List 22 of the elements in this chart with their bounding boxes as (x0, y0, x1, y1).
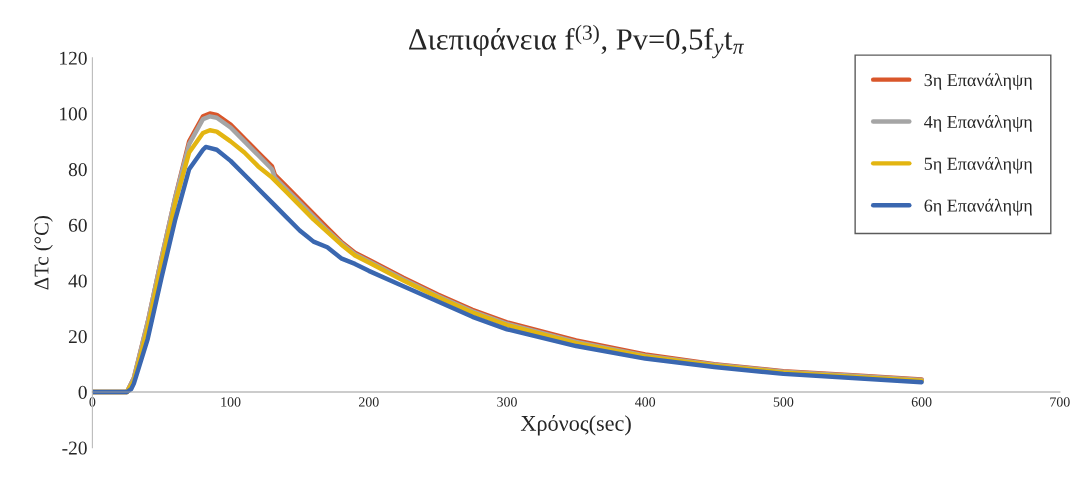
x-axis-title: Χρόνος(sec) (520, 414, 631, 436)
x-tick-label: 500 (773, 397, 794, 407)
y-tick-label: 20 (68, 330, 87, 344)
legend-label: 4η Επανάληψη (924, 115, 1032, 132)
x-tick-label: 600 (911, 397, 932, 407)
legend-label: 3η Επανάληψη (924, 73, 1032, 90)
legend-label: 5η Επανάληψη (924, 156, 1032, 174)
y-tick-label: -20 (62, 441, 87, 455)
x-tick-label: 700 (1050, 397, 1070, 407)
y-tick-label: 80 (68, 163, 87, 177)
y-tick-label: 100 (60, 107, 87, 121)
x-tick-label: 100 (221, 397, 241, 407)
y-tick-label: 120 (60, 51, 87, 65)
x-tick-label: 200 (359, 397, 379, 407)
y-tick-label: 60 (68, 218, 87, 232)
x-tick-label: 400 (635, 397, 656, 407)
x-tick-label: 0 (89, 397, 96, 407)
y-axis-title: ΔTc (°C) (33, 216, 53, 290)
chart-title: Διεπιφάνεια f$^{(3)}$, Pv=0,5f$_{y}$t$_{π}$ (409, 24, 744, 59)
x-tick-label: 300 (497, 397, 517, 407)
y-tick-label: 40 (68, 274, 87, 288)
legend-label: 6η Επανάληψη (924, 198, 1032, 216)
